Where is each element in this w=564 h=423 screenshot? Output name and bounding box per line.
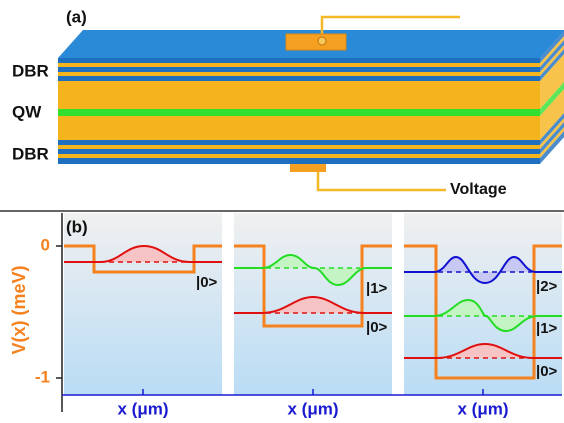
subpanel [64, 213, 222, 395]
top-contact [286, 34, 346, 50]
state-label: |2> [536, 278, 558, 295]
x-axis-label: x (μm) [117, 399, 168, 418]
panel-label: (b) [66, 217, 88, 236]
layer [58, 140, 540, 145]
layer-label: DBR [12, 144, 49, 163]
layer [58, 154, 540, 158]
layer [58, 72, 540, 76]
state-label: |0> [196, 274, 218, 291]
state-label: |1> [366, 280, 388, 297]
bottom-contact [290, 164, 326, 172]
state-label: |0> [366, 319, 388, 336]
y-tick-label: 0 [41, 235, 50, 254]
state-label: |0> [536, 363, 558, 380]
layer [58, 109, 540, 116]
x-axis-label: x (μm) [457, 399, 508, 418]
panel-label: (a) [66, 7, 87, 26]
x-axis-label: x (μm) [287, 399, 338, 418]
contact-dot [318, 37, 326, 45]
voltage-label: Voltage [450, 181, 507, 198]
device-schematic [58, 17, 564, 190]
y-axis-label: V(x) (meV) [9, 265, 29, 354]
layer [58, 67, 540, 72]
layer [58, 76, 540, 81]
layer [58, 58, 540, 63]
y-tick-label: -1 [35, 367, 50, 386]
state-label: |1> [536, 320, 558, 337]
layer [58, 158, 540, 164]
layer-label: QW [12, 102, 42, 121]
layer [58, 81, 540, 109]
layer [58, 116, 540, 140]
layer-label: DBR [12, 61, 49, 80]
bottom-wire [318, 170, 446, 190]
layer [58, 145, 540, 149]
layer [58, 63, 540, 67]
layer [58, 149, 540, 154]
figure: (a) DBR QW DBR Voltage (b) V(x) (meV) x … [0, 0, 564, 423]
